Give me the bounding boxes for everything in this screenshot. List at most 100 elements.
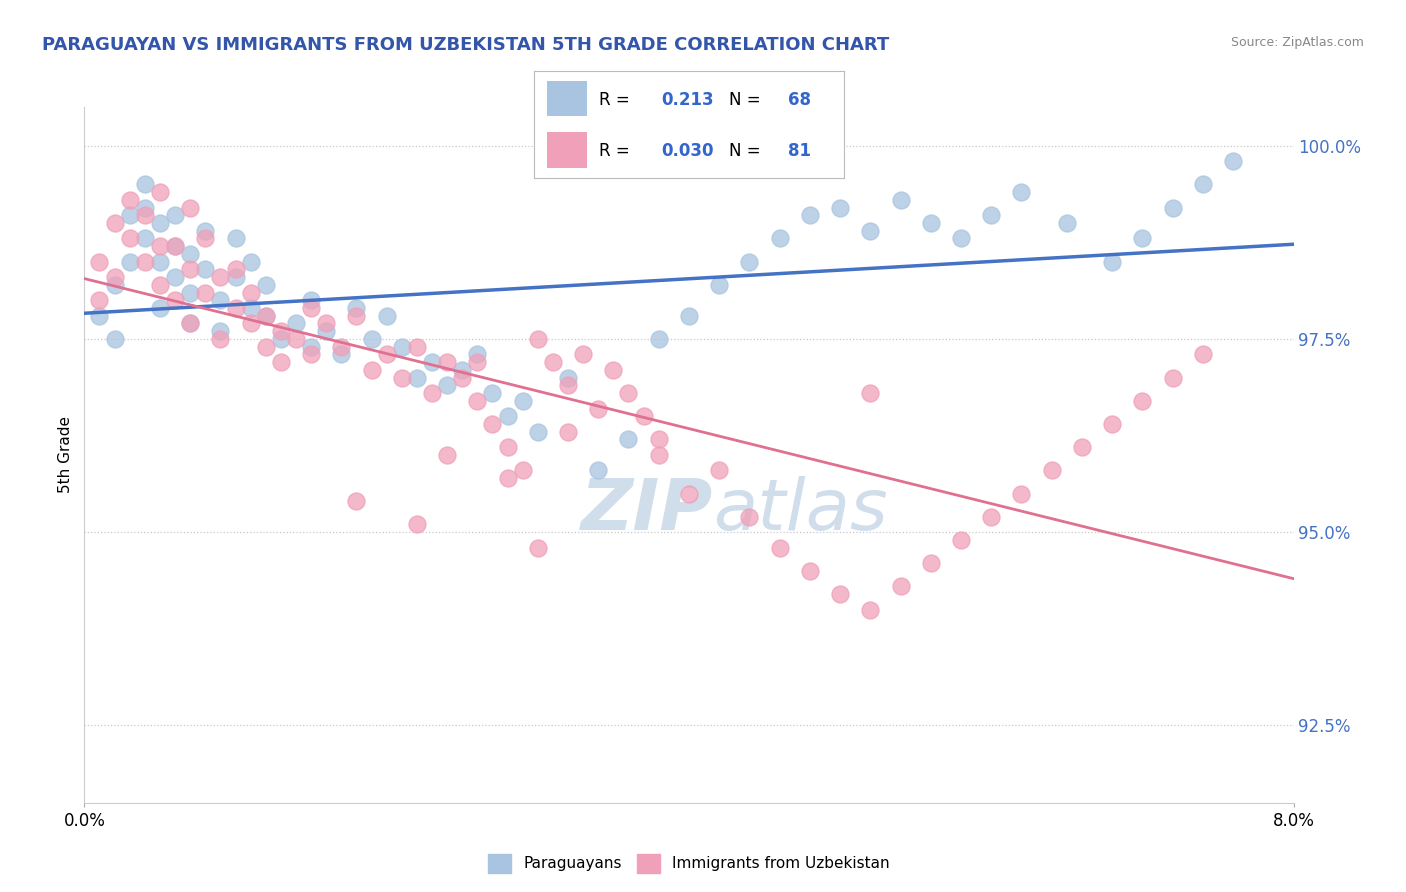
Point	[557, 378, 579, 392]
Point	[980, 509, 1002, 524]
Point	[209, 270, 232, 285]
Point	[254, 309, 277, 323]
Point	[436, 378, 458, 392]
Text: 68: 68	[787, 91, 811, 109]
Point	[541, 355, 564, 369]
Point	[467, 393, 489, 408]
Point	[104, 216, 127, 230]
Point	[769, 231, 792, 245]
Point	[1132, 393, 1154, 408]
Point	[330, 340, 353, 354]
Point	[496, 409, 519, 424]
Point	[209, 293, 232, 308]
Point	[254, 309, 277, 323]
Point	[1040, 463, 1063, 477]
Point	[467, 355, 489, 369]
Point	[284, 332, 308, 346]
Point	[118, 231, 141, 245]
Point	[678, 309, 700, 323]
Point	[709, 277, 731, 292]
Point	[799, 208, 821, 222]
Point	[512, 393, 534, 408]
Point	[360, 363, 382, 377]
Point	[980, 208, 1002, 222]
Point	[1222, 154, 1244, 169]
Point	[299, 340, 322, 354]
Point	[678, 486, 700, 500]
Point	[89, 293, 111, 308]
Point	[149, 185, 172, 199]
Text: Source: ZipAtlas.com: Source: ZipAtlas.com	[1230, 36, 1364, 49]
Point	[179, 285, 201, 300]
Point	[481, 417, 503, 431]
Text: R =: R =	[599, 142, 636, 160]
Point	[270, 332, 292, 346]
Point	[284, 317, 308, 331]
Point	[830, 201, 852, 215]
Point	[1192, 347, 1215, 361]
Point	[481, 386, 503, 401]
Point	[179, 201, 201, 215]
Point	[647, 332, 671, 346]
Point	[769, 541, 792, 555]
Text: 0.030: 0.030	[661, 142, 714, 160]
Point	[209, 332, 232, 346]
Point	[496, 471, 519, 485]
Point	[738, 254, 761, 268]
Point	[512, 463, 534, 477]
Point	[588, 463, 610, 477]
Point	[391, 370, 413, 384]
Point	[165, 239, 187, 253]
Point	[647, 448, 671, 462]
Point	[104, 277, 127, 292]
Point	[572, 347, 595, 361]
Point	[89, 309, 111, 323]
Point	[602, 363, 624, 377]
Point	[890, 579, 912, 593]
Point	[194, 262, 217, 277]
Point	[209, 324, 232, 338]
Point	[617, 433, 640, 447]
Point	[527, 425, 550, 439]
Point	[709, 463, 731, 477]
Point	[149, 277, 172, 292]
Point	[239, 301, 262, 315]
Point	[225, 262, 247, 277]
Point	[859, 386, 882, 401]
Text: 0.213: 0.213	[661, 91, 714, 109]
Point	[1161, 201, 1184, 215]
Text: R =: R =	[599, 91, 636, 109]
Point	[165, 293, 187, 308]
Point	[1011, 486, 1033, 500]
Point	[179, 317, 201, 331]
Point	[134, 201, 156, 215]
Bar	[547, 81, 586, 116]
Point	[950, 533, 973, 547]
Point	[149, 239, 172, 253]
Point	[617, 386, 640, 401]
Point	[239, 317, 262, 331]
Point	[299, 347, 322, 361]
Point	[406, 370, 429, 384]
Text: N =: N =	[730, 91, 766, 109]
Point	[588, 401, 610, 416]
Point	[299, 301, 322, 315]
Point	[165, 239, 187, 253]
Point	[527, 541, 550, 555]
Point	[149, 216, 172, 230]
Point	[436, 355, 458, 369]
Point	[134, 178, 156, 192]
Point	[194, 224, 217, 238]
Point	[239, 254, 262, 268]
Point	[890, 193, 912, 207]
Point	[738, 509, 761, 524]
Point	[239, 285, 262, 300]
Point	[436, 448, 458, 462]
Point	[633, 409, 655, 424]
Point	[557, 425, 579, 439]
Point	[165, 208, 187, 222]
Point	[451, 370, 474, 384]
Point	[647, 433, 671, 447]
Point	[118, 254, 141, 268]
Text: PARAGUAYAN VS IMMIGRANTS FROM UZBEKISTAN 5TH GRADE CORRELATION CHART: PARAGUAYAN VS IMMIGRANTS FROM UZBEKISTAN…	[42, 36, 890, 54]
